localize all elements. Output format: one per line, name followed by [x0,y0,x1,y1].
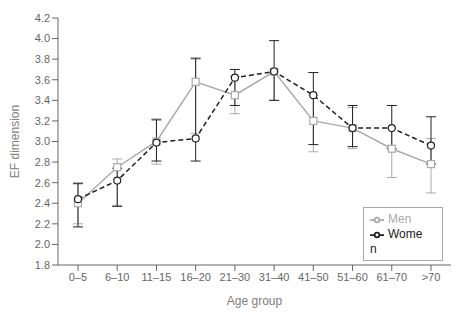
svg-text:61–70: 61–70 [376,271,407,283]
svg-text:2.2: 2.2 [35,218,50,230]
svg-text:51–60: 51–60 [337,271,368,283]
svg-text:1.8: 1.8 [35,259,50,271]
svg-text:2.0: 2.0 [35,238,50,250]
svg-text:3.2: 3.2 [35,115,50,127]
svg-text:4.0: 4.0 [35,32,50,44]
svg-text:11–15: 11–15 [142,271,172,283]
svg-text:>70: >70 [422,271,441,283]
svg-text:Age group: Age group [227,294,283,308]
svg-text:3.4: 3.4 [35,94,50,106]
svg-text:31–40: 31–40 [259,271,290,283]
svg-text:2.8: 2.8 [35,156,50,168]
svg-text:3.0: 3.0 [35,135,50,147]
svg-text:16–20: 16–20 [180,271,211,283]
svg-text:21–30: 21–30 [220,271,251,283]
html-text:Women: Women [370,226,423,256]
svg-text:0–5: 0–5 [69,271,87,283]
svg-text:3.8: 3.8 [35,53,50,65]
svg-text:4.2: 4.2 [35,12,50,24]
svg-text:3.6: 3.6 [35,74,50,86]
html-text:Men: Men [388,212,412,226]
svg-text:2.6: 2.6 [35,177,50,189]
svg-text:6–10: 6–10 [105,271,129,283]
svg-text:41–50: 41–50 [298,271,329,283]
svg-text:EF dimension: EF dimension [8,105,22,178]
svg-text:2.4: 2.4 [35,197,50,209]
